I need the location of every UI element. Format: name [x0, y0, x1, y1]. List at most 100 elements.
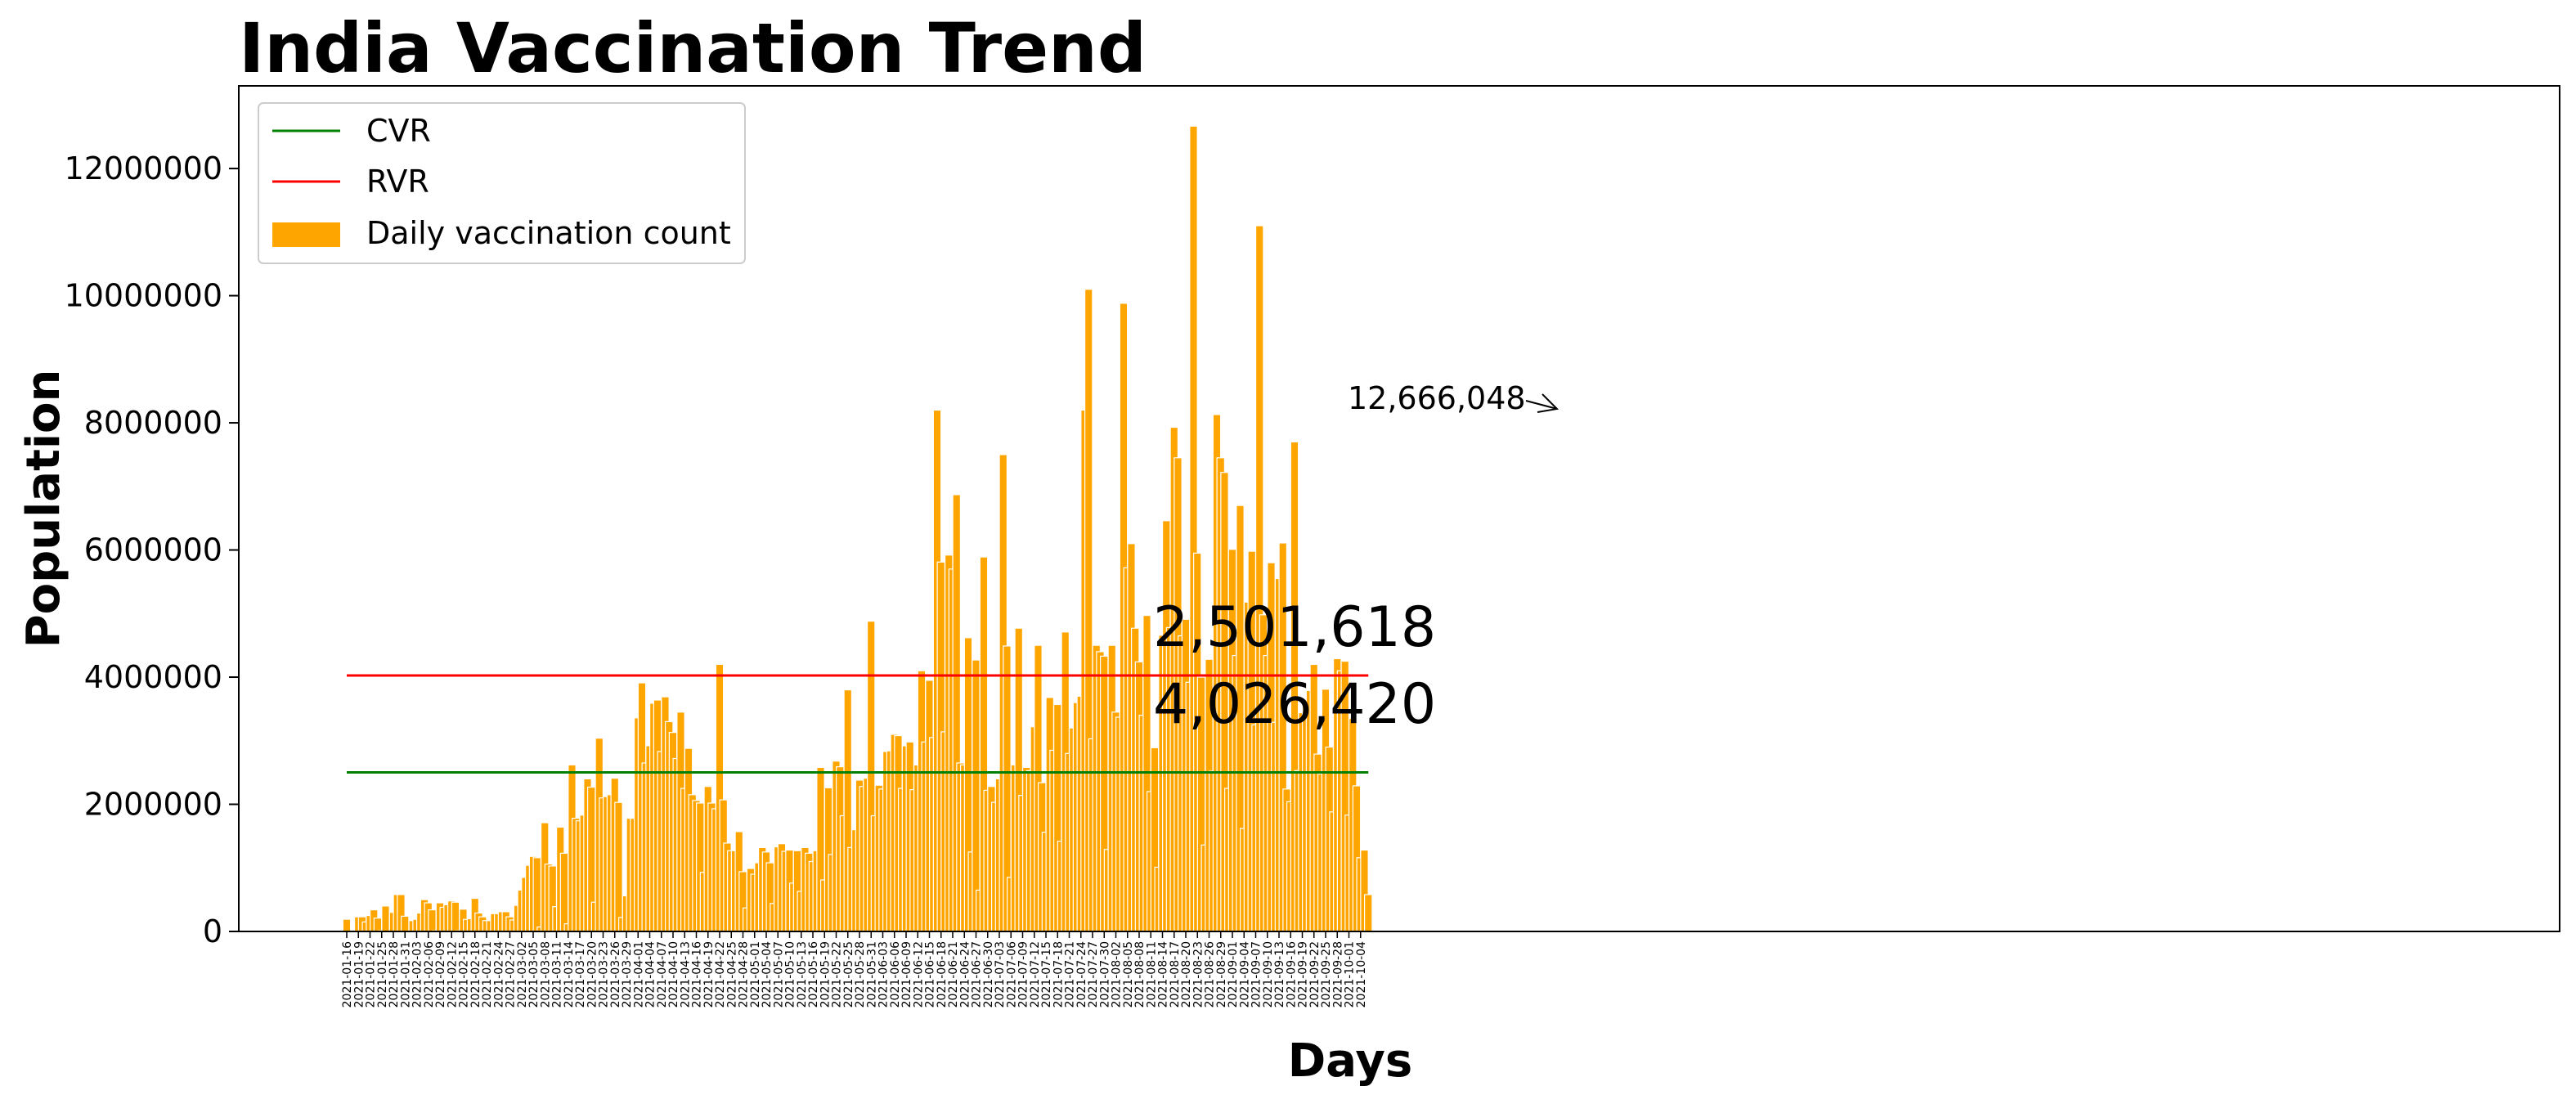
bar-day-263	[1363, 894, 1373, 932]
peak-annotation-text: 12,666,048	[1348, 380, 1526, 416]
x-tick-label: 2021-07-09	[1017, 941, 1030, 1008]
x-tick-label: 2021-09-10	[1262, 941, 1275, 1008]
x-tick-label: 2021-05-19	[819, 941, 832, 1008]
y-tick-label: 4000000	[84, 659, 222, 695]
y-axis-label: Population	[17, 370, 70, 648]
legend-label-bar: Daily vaccination count	[366, 215, 731, 251]
x-axis-label: Days	[1288, 1034, 1412, 1088]
x-tick-label: 2021-05-28	[854, 941, 867, 1008]
bar-day-56	[559, 852, 569, 932]
x-tick-label: 2021-09-01	[1227, 941, 1240, 1008]
x-tick-label: 2021-06-09	[900, 941, 913, 1008]
plot-area-frame	[238, 85, 2560, 932]
x-tick-label: 2021-07-24	[1075, 941, 1088, 1008]
bar-day-49	[532, 857, 541, 932]
x-tick-label: 2021-01-16	[341, 941, 354, 1008]
x-tick-label: 2021-06-30	[982, 941, 995, 1008]
x-tick-label: 2021-09-16	[1285, 941, 1298, 1008]
bar-day-28	[451, 901, 460, 932]
x-tick-label: 2021-03-26	[609, 941, 622, 1008]
x-tick-label: 2021-08-11	[1145, 941, 1158, 1008]
y-tick-label: 12000000	[65, 150, 222, 186]
x-tick-label: 2021-08-14	[1157, 941, 1170, 1008]
x-tick-label: 2021-04-07	[656, 941, 669, 1008]
x-tick-label: 2021-03-02	[516, 941, 529, 1008]
x-tick-label: 2021-07-03	[994, 941, 1007, 1008]
x-tick-label: 2021-07-27	[1087, 941, 1100, 1008]
y-tick-label: 2000000	[84, 787, 222, 823]
x-tick-label: 2021-03-05	[527, 941, 541, 1008]
x-tick-label: 2021-04-10	[667, 941, 680, 1008]
x-tick-label: 2021-02-24	[492, 941, 505, 1008]
rvr-value-annotation: 4,026,420	[1153, 672, 1436, 737]
x-tick-label: 2021-03-14	[563, 941, 576, 1008]
x-tick-label: 2021-08-29	[1215, 941, 1228, 1008]
x-tick-label: 2021-09-19	[1297, 941, 1310, 1008]
x-tick-label: 2021-04-25	[725, 941, 738, 1008]
x-tick-label: 2021-04-22	[714, 941, 727, 1008]
x-tick-label: 2021-05-01	[749, 941, 762, 1008]
x-tick-label: 2021-04-01	[632, 941, 645, 1008]
x-tick-label: 2021-05-31	[865, 941, 878, 1008]
legend: CVR RVR Daily vaccination count	[258, 102, 746, 264]
x-tick-label: 2021-09-28	[1331, 941, 1344, 1008]
x-tick-label: 2021-04-16	[691, 941, 704, 1008]
x-tick-label: 2021-07-18	[1052, 941, 1065, 1008]
y-tick-label: 8000000	[84, 405, 222, 441]
bar-day-70	[614, 801, 623, 932]
x-axis: 2021-01-162021-01-192021-01-222021-01-25…	[341, 931, 1368, 1008]
x-tick-label: 2021-08-08	[1133, 941, 1147, 1008]
peak-annotation: 12,666,048	[1348, 380, 1560, 416]
x-tick-label: 2021-02-21	[481, 941, 494, 1008]
x-tick-label: 2021-03-11	[551, 941, 564, 1008]
x-tick-label: 2021-08-23	[1192, 941, 1205, 1008]
x-tick-label: 2021-01-19	[352, 941, 366, 1008]
x-tick-label: 2021-02-06	[423, 941, 436, 1008]
x-tick-label: 2021-06-21	[947, 941, 960, 1008]
x-tick-label: 2021-08-17	[1169, 941, 1182, 1008]
bar-day-15	[401, 915, 410, 932]
x-tick-label: 2021-05-07	[772, 941, 785, 1008]
x-tick-label: 2021-09-22	[1308, 941, 1322, 1008]
x-tick-label: 2021-07-21	[1064, 941, 1077, 1008]
x-tick-label: 2021-07-30	[1098, 941, 1111, 1008]
threshold-lines	[347, 674, 1369, 774]
bar-day-0	[342, 918, 352, 932]
x-tick-label: 2021-03-20	[586, 941, 599, 1008]
x-tick-label: 2021-04-04	[644, 941, 657, 1008]
x-tick-label: 2021-02-15	[458, 941, 471, 1008]
x-tick-label: 2021-10-04	[1355, 941, 1368, 1008]
peak-arrow-shaft	[1525, 400, 1558, 410]
x-tick-label: 2021-04-13	[679, 941, 692, 1008]
x-tick-label: 2021-04-19	[702, 941, 716, 1008]
y-tick-label: 10000000	[65, 278, 222, 314]
x-tick-label: 2021-02-18	[469, 941, 482, 1008]
legend-box	[258, 102, 746, 264]
x-tick-label: 2021-03-29	[621, 941, 634, 1008]
x-tick-label: 2021-08-05	[1122, 941, 1135, 1008]
x-tick-label: 2021-05-10	[784, 941, 797, 1008]
x-tick-label: 2021-10-01	[1344, 941, 1357, 1008]
x-tick-label: 2021-03-23	[598, 941, 611, 1008]
x-tick-label: 2021-01-31	[399, 941, 412, 1008]
bar-day-8	[373, 918, 383, 932]
x-tick-label: 2021-05-04	[761, 941, 774, 1008]
x-tick-label: 2021-03-17	[574, 941, 587, 1008]
x-tick-label: 2021-06-18	[936, 941, 949, 1008]
x-tick-label: 2021-02-27	[505, 941, 518, 1008]
x-tick-label: 2021-07-15	[1040, 941, 1053, 1008]
x-tick-label: 2021-07-12	[1029, 941, 1042, 1008]
y-tick-label: 0	[203, 913, 222, 949]
x-tick-label: 2021-08-20	[1180, 941, 1193, 1008]
x-tick-label: 2021-06-06	[889, 941, 902, 1008]
x-tick-label: 2021-09-13	[1273, 941, 1286, 1008]
x-tick-label: 2021-01-25	[376, 941, 389, 1008]
x-tick-label: 2021-06-24	[958, 941, 972, 1008]
x-tick-label: 2021-09-04	[1238, 941, 1251, 1008]
x-tick-label: 2021-05-13	[796, 941, 809, 1008]
chart-title: India Vaccination Trend	[239, 8, 1147, 88]
bar-day-22	[428, 909, 437, 932]
x-tick-label: 2021-06-03	[877, 941, 891, 1008]
x-tick-label: 2021-08-26	[1204, 941, 1217, 1008]
x-tick-label: 2021-06-15	[924, 941, 937, 1008]
